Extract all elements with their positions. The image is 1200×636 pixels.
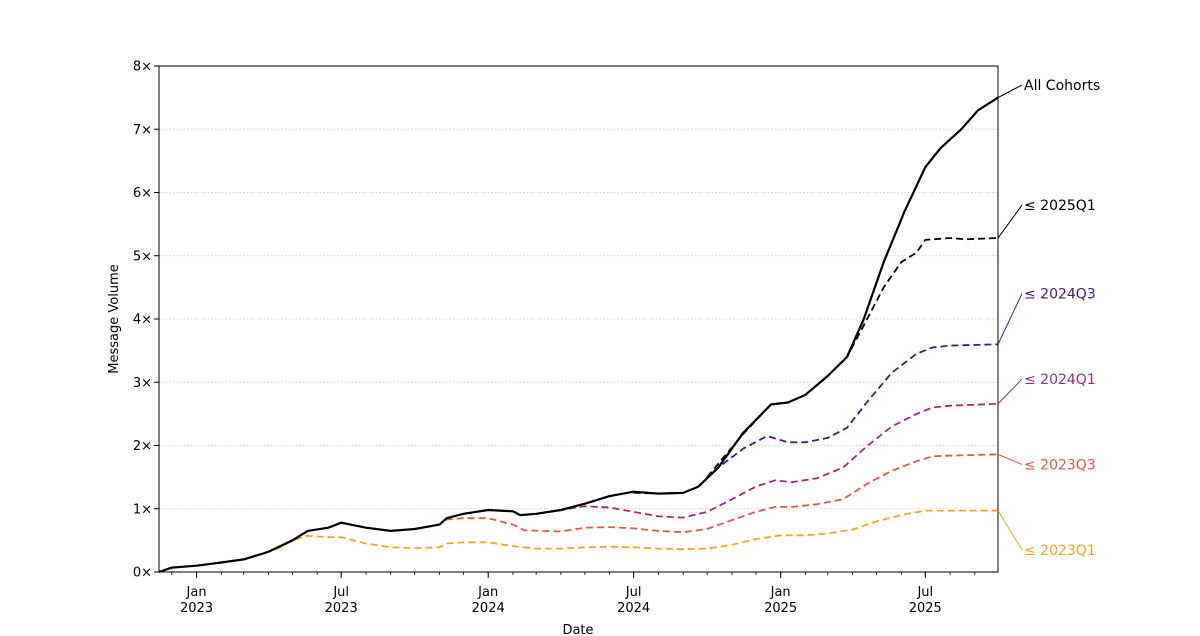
x-tick-label: Jan <box>477 585 498 600</box>
label-leader-line <box>997 453 1023 465</box>
y-tick-label: 2× <box>133 439 152 454</box>
series-lines <box>158 96 999 574</box>
label-leader-line <box>997 293 1023 345</box>
y-tick-label: 7× <box>133 123 152 138</box>
series-label: ≤ 2025Q1 <box>1024 198 1096 214</box>
series-label: All Cohorts <box>1024 78 1100 94</box>
y-axis: 0× 1× 2× 3× 4× 5× 6× 7× 8× <box>133 60 159 581</box>
plot-frame <box>158 65 999 573</box>
y-tick-label: 3× <box>133 376 152 391</box>
x-tick-label: Jul <box>332 585 349 600</box>
y-tick-label: 8× <box>133 60 152 75</box>
series-line <box>536 402 999 519</box>
y-tick-label: 6× <box>133 186 152 201</box>
y-tick-label: 1× <box>133 502 152 517</box>
x-tick-label: 2023 <box>325 601 358 616</box>
gridlines <box>159 128 998 510</box>
series-line <box>414 453 999 534</box>
x-axis-title: Date <box>562 623 593 636</box>
y-tick-label: 4× <box>133 313 152 328</box>
label-leader-line <box>997 378 1023 405</box>
series-label: ≤ 2024Q3 <box>1024 287 1096 303</box>
series-line <box>158 96 999 574</box>
label-leader-line <box>997 84 1023 99</box>
x-tick-label: Jul <box>625 585 642 600</box>
x-axis: Jan2023Jul2023Jan2024Jul2024Jan2025Jul20… <box>171 572 976 616</box>
x-tick-label: Jan <box>186 585 207 600</box>
x-tick-label: Jul <box>916 585 933 600</box>
series-label: ≤ 2023Q3 <box>1024 457 1096 473</box>
series-label: ≤ 2023Q1 <box>1024 543 1096 559</box>
label-leader-line <box>997 204 1023 239</box>
series-line <box>633 343 999 495</box>
y-tick-label: 0× <box>133 566 152 581</box>
series-label: ≤ 2024Q1 <box>1024 372 1096 388</box>
x-tick-label: 2023 <box>180 601 213 616</box>
y-axis-title: Message Volume <box>107 264 122 373</box>
y-tick-label: 5× <box>133 249 152 264</box>
x-tick-label: 2024 <box>472 601 505 616</box>
series-labels: All Cohorts ≤ 2025Q1 ≤ 2024Q3 ≤ 2024Q1 ≤ 202… <box>997 78 1100 559</box>
x-tick-label: Jan <box>770 585 791 600</box>
x-tick-label: 2025 <box>764 601 797 616</box>
label-leader-line <box>997 510 1023 551</box>
x-tick-label: 2024 <box>617 601 650 616</box>
x-tick-label: 2025 <box>909 601 942 616</box>
series-line <box>706 237 999 478</box>
